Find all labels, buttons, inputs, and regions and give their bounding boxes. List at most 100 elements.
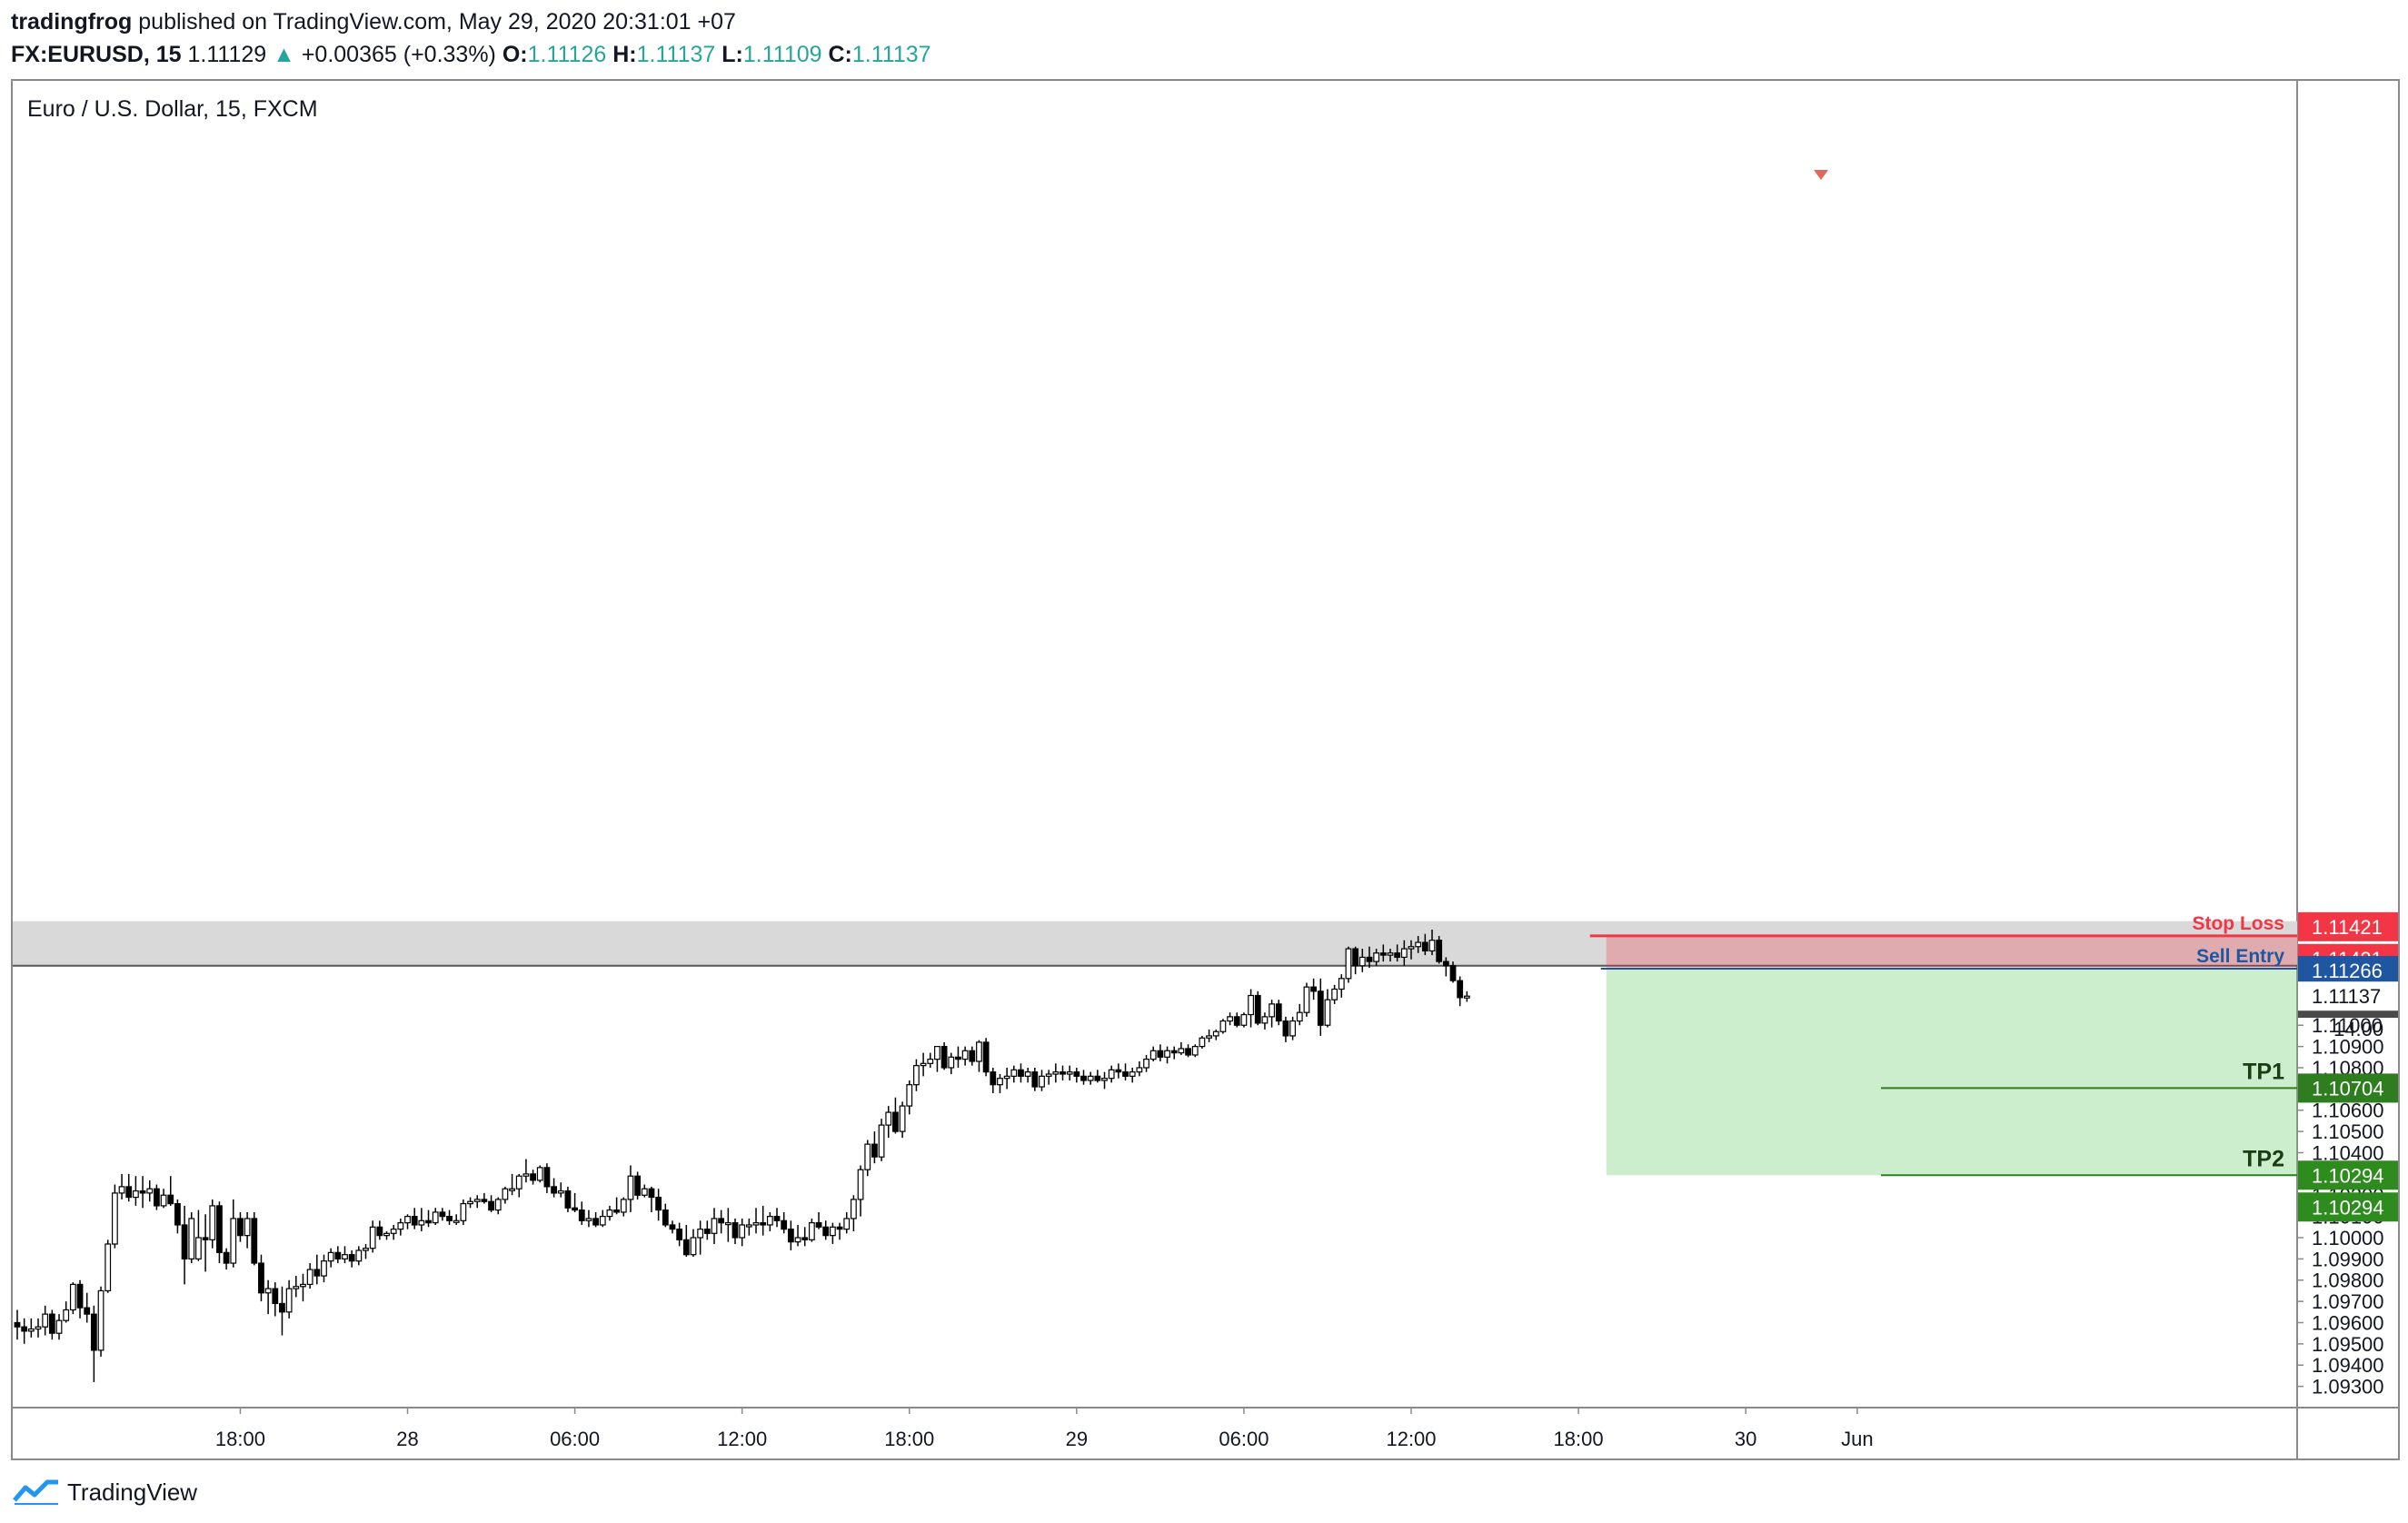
time-tick-label: 12:00: [717, 1428, 767, 1450]
candle: [279, 1286, 285, 1336]
risk-area[interactable]: [1606, 935, 2297, 970]
symbol-label[interactable]: FX:EURUSD, 15: [11, 42, 182, 67]
candle: [927, 1052, 934, 1068]
candle: [752, 1208, 760, 1234]
candle: [913, 1059, 920, 1091]
candle: [781, 1211, 788, 1234]
candle: [955, 1046, 961, 1068]
candle: [1087, 1071, 1094, 1085]
candle: [27, 1318, 35, 1338]
price-tag-label: 1.11421: [2312, 916, 2383, 939]
price-tag-label: 1.11266: [2312, 960, 2383, 982]
candle: [948, 1052, 955, 1074]
price-tag: 1.10294: [2298, 1192, 2398, 1222]
candle: [1060, 1065, 1066, 1081]
time-axis[interactable]: 18:00 28 06:00 12:00 18:00 29 06:00 12:00 18:00 3…: [215, 1408, 1874, 1450]
candle: [42, 1305, 49, 1336]
candle: [460, 1199, 467, 1225]
candle: [453, 1214, 460, 1225]
candle: [857, 1165, 864, 1217]
sell-entry-label: Sell Entry: [2196, 946, 2284, 967]
price-tag-label: 1.11137: [2312, 985, 2381, 1008]
candle: [1296, 1003, 1303, 1026]
price-tick-label: 1.09900: [2312, 1248, 2384, 1270]
candle: [564, 1186, 572, 1212]
sell-signal-marker-icon: [1814, 170, 1828, 180]
candle: [55, 1314, 63, 1340]
candle: [1066, 1065, 1073, 1081]
candle: [1031, 1067, 1039, 1091]
candle: [1282, 1016, 1289, 1042]
candle: [572, 1192, 578, 1212]
tp2-label: TP2: [2243, 1146, 2284, 1171]
candle: [202, 1214, 209, 1272]
candle: [1010, 1065, 1018, 1083]
candle: [641, 1184, 648, 1198]
candle: [1338, 974, 1345, 998]
candle: [509, 1173, 515, 1196]
candle: [1185, 1044, 1191, 1058]
candle: [139, 1176, 146, 1209]
candle: [1170, 1046, 1178, 1060]
candle: [146, 1180, 154, 1202]
candle: [711, 1208, 718, 1245]
candle: [1240, 1012, 1248, 1028]
chart-title: Euro / U.S. Dollar, 15, FXCM: [27, 96, 318, 122]
close-label: C:: [828, 42, 852, 67]
candle: [446, 1209, 453, 1225]
candle: [1254, 990, 1261, 1026]
candle: [174, 1199, 181, 1234]
footer-brand[interactable]: TradingView: [67, 1478, 198, 1506]
candle: [1101, 1071, 1108, 1090]
candle: [940, 1041, 948, 1070]
candle: [1408, 940, 1415, 960]
open-value: 1.11126: [527, 42, 607, 67]
tradingview-logo-icon[interactable]: [13, 1478, 60, 1506]
candle: [1436, 936, 1443, 964]
price-tick-label: 1.09500: [2312, 1333, 2384, 1356]
candle: [1331, 984, 1338, 1004]
candle: [1199, 1035, 1206, 1049]
candle-layer: [14, 930, 1470, 1382]
price-tick-label: 1.09700: [2312, 1290, 2384, 1313]
price-tag: 1.10704: [2298, 1073, 2398, 1103]
candle: [355, 1246, 363, 1266]
candle: [522, 1159, 530, 1183]
candle: [1052, 1063, 1060, 1083]
price-tick-label: 1.11000: [2312, 1014, 2383, 1037]
candle: [585, 1209, 592, 1228]
candle: [1233, 1012, 1240, 1028]
candle: [662, 1203, 669, 1228]
candle: [90, 1305, 97, 1382]
candle: [794, 1224, 801, 1247]
candle: [481, 1192, 488, 1204]
candle: [530, 1170, 536, 1185]
open-label: O:: [502, 42, 528, 67]
candle: [961, 1046, 969, 1066]
candle: [1136, 1060, 1143, 1077]
low-label: L:: [721, 42, 743, 67]
candle: [425, 1209, 432, 1228]
reward-area[interactable]: [1606, 969, 2297, 1176]
candle: [1421, 933, 1428, 956]
price-tag-label: 1.10294: [2312, 1164, 2384, 1187]
candle: [669, 1220, 676, 1234]
candle: [551, 1178, 557, 1198]
candle: [167, 1176, 174, 1206]
price-tag-label: 1.10704: [2312, 1077, 2384, 1100]
bar-countdown: 14:00: [2333, 1018, 2383, 1040]
candle: [118, 1173, 125, 1199]
candle: [1428, 930, 1436, 956]
candle: [376, 1220, 383, 1240]
author-name[interactable]: tradingfrog: [11, 9, 133, 35]
candle: [878, 1119, 885, 1161]
candle: [1039, 1070, 1045, 1091]
publish-line: tradingfrog published on TradingView.com…: [11, 5, 2373, 38]
candle: [627, 1165, 634, 1212]
candle: [850, 1195, 857, 1231]
candle: [739, 1218, 746, 1247]
candle: [969, 1046, 976, 1066]
candle: [920, 1052, 927, 1077]
candle: [69, 1282, 76, 1315]
